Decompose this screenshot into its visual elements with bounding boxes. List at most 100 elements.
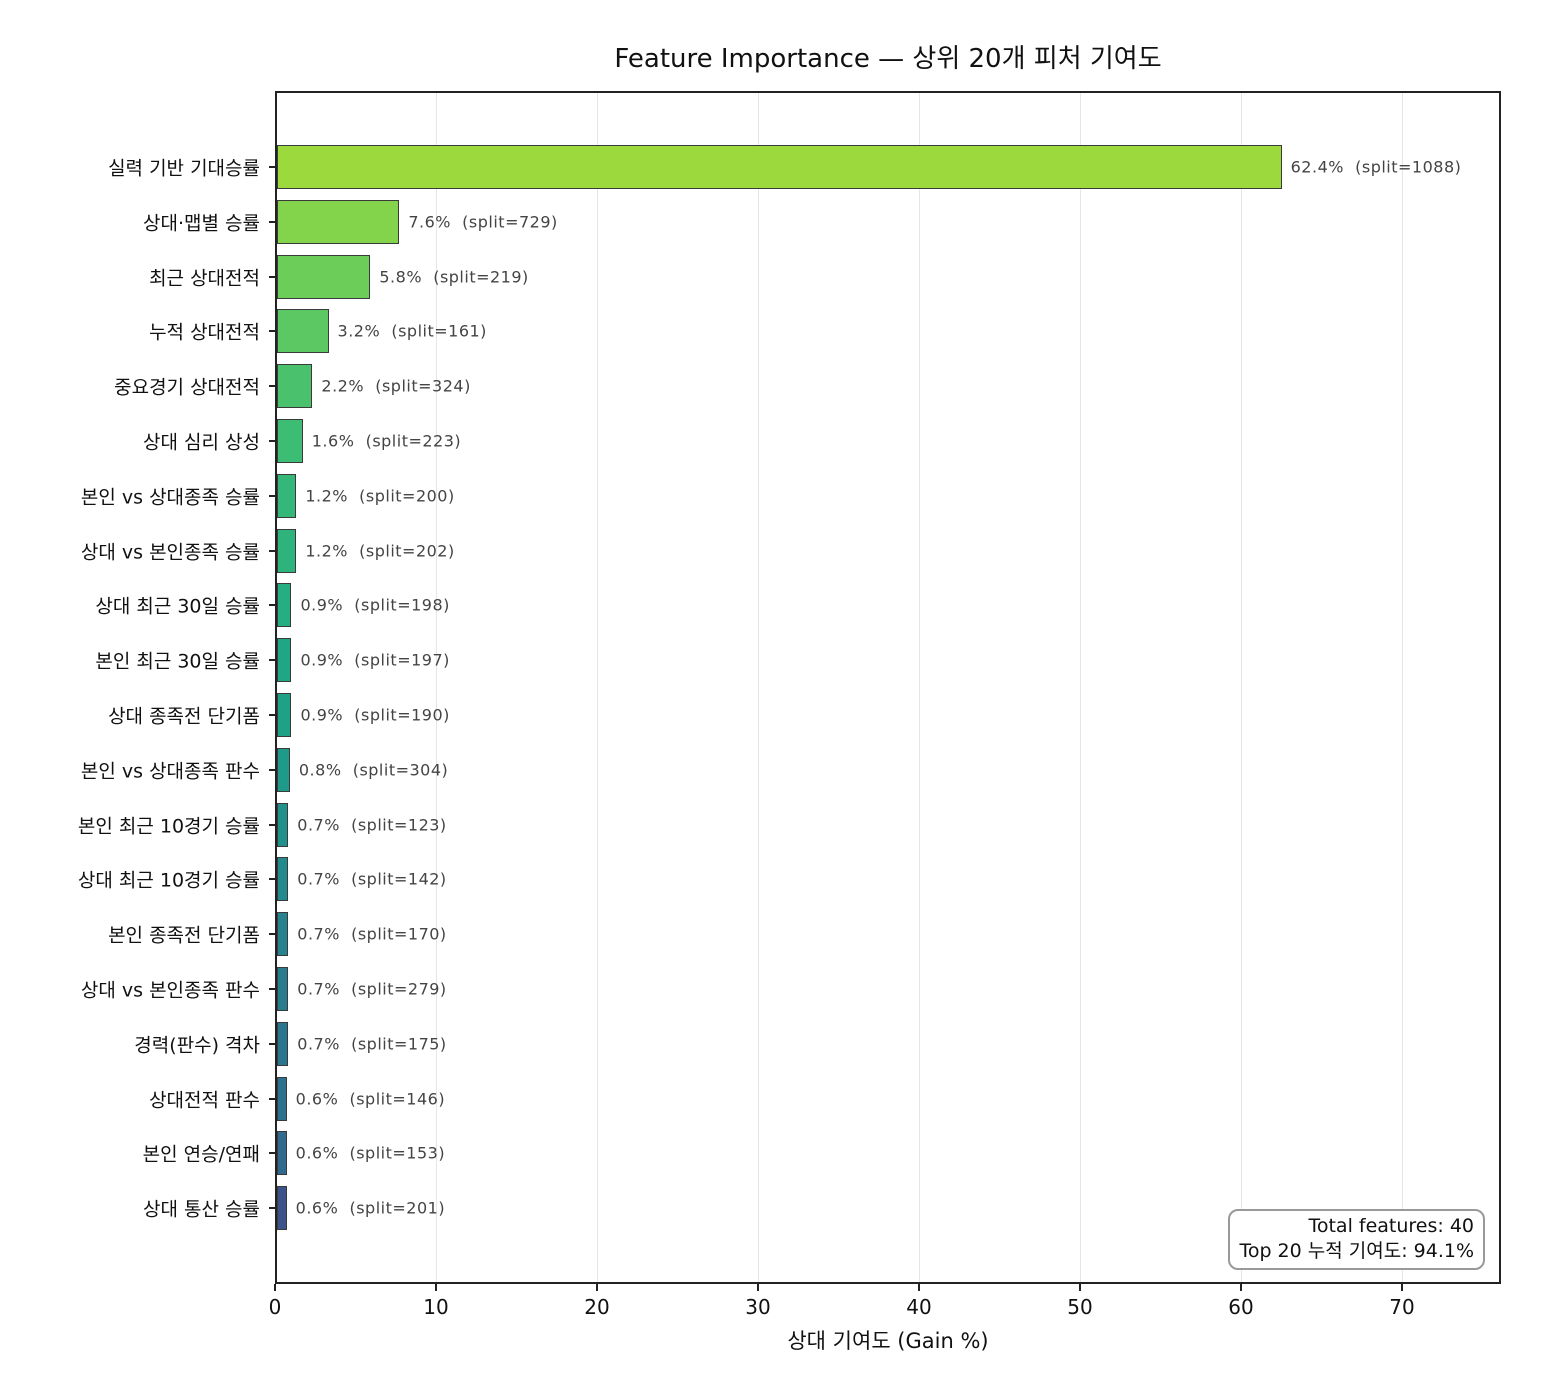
y-category-label: 상대전적 판수	[149, 1089, 260, 1112]
x-tick-mark	[596, 1284, 598, 1291]
bar-value-label: 1.2% (split=202)	[305, 541, 455, 561]
x-tick-mark	[435, 1284, 437, 1291]
bar	[277, 1076, 287, 1121]
y-tick-mark	[269, 330, 275, 333]
y-tick-mark	[269, 220, 275, 223]
y-category-label: 최근 상대전적	[149, 267, 260, 290]
chart-title: Feature Importance — 상위 20개 피처 기여도	[614, 44, 1162, 74]
bar	[277, 693, 292, 737]
y-category-label: 상대·맵별 승률	[143, 212, 260, 235]
y-tick-mark	[269, 659, 275, 662]
x-tick-mark	[1240, 1284, 1242, 1291]
bar	[277, 1021, 289, 1066]
y-tick-mark	[269, 1042, 275, 1045]
x-tick-label: 40	[906, 1295, 932, 1319]
bar-value-label: 0.8% (split=304)	[298, 760, 449, 780]
bar	[277, 473, 297, 518]
x-gridline	[1402, 93, 1403, 1282]
x-tick-mark	[757, 1284, 759, 1291]
bar-value-label: 7.6% (split=729)	[408, 212, 558, 232]
y-tick-mark	[269, 440, 275, 442]
bar	[277, 254, 371, 299]
y-tick-mark	[269, 878, 275, 881]
y-category-label: 본인 vs 상대종족 승률	[80, 486, 260, 509]
y-category-label: 본인 종족전 단기폼	[108, 924, 260, 947]
y-tick-mark	[269, 1097, 275, 1100]
y-category-label: 누적 상대전적	[149, 321, 260, 344]
y-category-label: 본인 연승/연패	[142, 1143, 260, 1166]
bar-value-label: 1.2% (split=200)	[305, 486, 455, 506]
x-tick-label: 30	[745, 1295, 771, 1319]
bar	[277, 309, 329, 354]
bar-value-label: 5.8% (split=219)	[379, 267, 529, 287]
x-tick-label: 50	[1067, 1295, 1093, 1319]
x-tick-label: 10	[423, 1295, 449, 1319]
bar	[277, 747, 290, 792]
y-tick-mark	[269, 604, 275, 607]
bar	[277, 583, 292, 628]
bar-value-label: 0.7% (split=175)	[297, 1034, 447, 1054]
y-category-label: 본인 vs 상대종족 판수	[80, 760, 260, 783]
y-tick-mark	[269, 714, 275, 716]
bar-value-label: 0.9% (split=198)	[300, 595, 450, 615]
x-tick-mark	[274, 1284, 276, 1291]
bar-value-label: 0.9% (split=190)	[300, 705, 450, 725]
y-tick-mark	[269, 166, 275, 168]
plot-area: Total features: 40 Top 20 누적 기여도: 94.1% …	[275, 91, 1501, 1284]
bar	[277, 857, 289, 902]
bar	[277, 802, 289, 847]
y-tick-mark	[269, 549, 275, 552]
bar-value-label: 2.2% (split=324)	[321, 376, 471, 396]
y-tick-mark	[269, 1207, 275, 1210]
x-gridline	[436, 93, 437, 1282]
y-tick-mark	[269, 933, 275, 936]
x-gridline	[758, 93, 759, 1282]
bar	[277, 967, 289, 1011]
x-tick-label: 70	[1389, 1295, 1415, 1319]
bar-value-label: 0.6% (split=146)	[295, 1089, 446, 1109]
y-tick-mark	[269, 385, 275, 388]
y-tick-mark	[269, 275, 275, 278]
bar	[277, 145, 1282, 189]
bar	[277, 364, 313, 409]
x-gridline	[1080, 93, 1081, 1282]
stats-annotation-box: Total features: 40 Top 20 누적 기여도: 94.1%	[1228, 1209, 1485, 1270]
y-category-label: 중요경기 상대전적	[114, 376, 260, 399]
y-category-label: 상대 vs 본인종족 판수	[80, 979, 260, 1002]
y-category-label: 상대 vs 본인종족 승률	[80, 541, 260, 564]
y-category-label: 본인 최근 10경기 승률	[77, 815, 260, 838]
top20-cumulative-text: Top 20 누적 기여도: 94.1%	[1239, 1240, 1474, 1262]
y-tick-mark	[269, 988, 275, 990]
bar-value-label: 0.7% (split=142)	[297, 869, 447, 889]
y-tick-mark	[269, 494, 275, 497]
bar-value-label: 0.7% (split=170)	[297, 924, 447, 944]
bar	[277, 199, 400, 244]
x-axis-title: 상대 기여도 (Gain %)	[787, 1329, 989, 1353]
y-category-label: 상대 심리 상성	[143, 431, 260, 454]
x-gridline	[597, 93, 598, 1282]
y-category-label: 상대 종족전 단기폼	[108, 705, 260, 728]
bar-value-label: 0.6% (split=153)	[295, 1143, 446, 1163]
bar	[277, 419, 303, 463]
x-gridline	[919, 93, 920, 1282]
x-tick-mark	[918, 1284, 920, 1291]
x-tick-mark	[1079, 1284, 1081, 1291]
bar-value-label: 3.2% (split=161)	[337, 321, 487, 341]
bar-value-label: 1.6% (split=223)	[311, 431, 462, 451]
bar-value-label: 0.7% (split=123)	[297, 815, 447, 835]
bar-value-label: 62.4% (split=1088)	[1290, 157, 1462, 177]
x-tick-label: 0	[268, 1295, 282, 1319]
bar	[277, 1131, 287, 1176]
bar-value-label: 0.6% (split=201)	[295, 1198, 446, 1218]
bar-value-label: 0.7% (split=279)	[297, 979, 447, 999]
bar	[277, 638, 292, 683]
bar	[277, 912, 289, 957]
y-category-label: 경력(판수) 격차	[134, 1034, 260, 1057]
y-tick-mark	[269, 1152, 275, 1155]
y-category-label: 상대 최근 30일 승률	[95, 595, 260, 618]
bar-value-label: 0.9% (split=197)	[300, 650, 450, 670]
y-category-label: 상대 최근 10경기 승률	[77, 869, 260, 892]
y-tick-mark	[269, 768, 275, 771]
bar	[277, 1186, 287, 1231]
total-features-text: Total features: 40	[1308, 1215, 1474, 1237]
